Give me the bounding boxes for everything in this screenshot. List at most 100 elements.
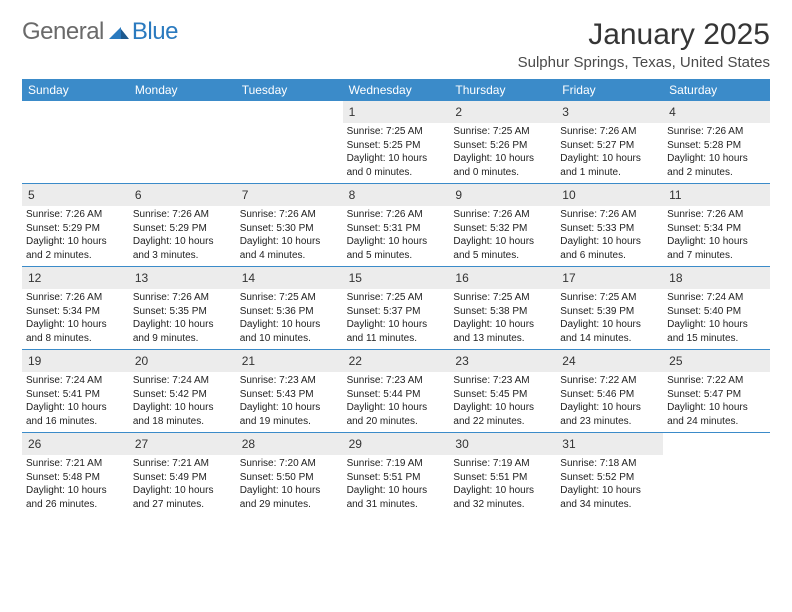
day-info: Sunrise: 7:26 AMSunset: 5:35 PMDaylight:…: [133, 291, 232, 345]
day-number: 2: [455, 105, 462, 119]
day-cell: 30Sunrise: 7:19 AMSunset: 5:51 PMDayligh…: [449, 433, 556, 515]
day-cell: 23Sunrise: 7:23 AMSunset: 5:45 PMDayligh…: [449, 350, 556, 432]
day-number: 4: [669, 105, 676, 119]
sunset-text: Sunset: 5:27 PM: [560, 139, 659, 153]
day-cell: 16 Sunrise: 7:25 AMSunset: 5:38 PMDayligh…: [449, 267, 556, 349]
day-info: Sunrise: 7:25 AMSunset: 5:37 PMDaylight:…: [347, 291, 446, 345]
daylight-text: Daylight: 10 hours and 1 minute.: [560, 152, 659, 179]
daylight-text: Daylight: 10 hours and 18 minutes.: [133, 401, 232, 428]
day-info: Sunrise: 7:21 AMSunset: 5:49 PMDaylight:…: [133, 457, 232, 511]
sunset-text: Sunset: 5:42 PM: [133, 388, 232, 402]
header: General Blue January 2025 Sulphur Spring…: [22, 18, 770, 71]
day-info: Sunrise: 7:19 AMSunset: 5:51 PMDaylight:…: [453, 457, 552, 511]
day-cell: 27Sunrise: 7:21 AMSunset: 5:49 PMDayligh…: [129, 433, 236, 515]
day-cell: 2Sunrise: 7:25 AMSunset: 5:26 PMDaylight…: [449, 101, 556, 183]
day-number-row: 3: [556, 101, 663, 123]
day-number: 9: [455, 188, 462, 202]
week-row: 5 Sunrise: 7:26 AMSunset: 5:29 PMDaylight…: [22, 184, 770, 267]
sunrise-text: Sunrise: 7:26 AM: [133, 291, 232, 305]
day-number-row: 4: [663, 101, 770, 123]
daylight-text: Daylight: 10 hours and 32 minutes.: [453, 484, 552, 511]
day-number: 14: [242, 271, 255, 285]
day-header-saturday: Saturday: [663, 79, 770, 101]
sunset-text: Sunset: 5:36 PM: [240, 305, 339, 319]
day-cell: 26Sunrise: 7:21 AMSunset: 5:48 PMDayligh…: [22, 433, 129, 515]
day-number-row: 7: [236, 184, 343, 206]
daylight-text: Daylight: 10 hours and 14 minutes.: [560, 318, 659, 345]
day-number-row: 17: [556, 267, 663, 289]
day-number: 15: [349, 271, 362, 285]
logo: General Blue: [22, 18, 178, 46]
sunrise-text: Sunrise: 7:25 AM: [347, 125, 446, 139]
day-number-row: 30: [449, 433, 556, 455]
daylight-text: Daylight: 10 hours and 2 minutes.: [667, 152, 766, 179]
sunset-text: Sunset: 5:45 PM: [453, 388, 552, 402]
calendar: Sunday Monday Tuesday Wednesday Thursday…: [22, 79, 770, 515]
day-number-row: 1: [343, 101, 450, 123]
sunset-text: Sunset: 5:47 PM: [667, 388, 766, 402]
daylight-text: Daylight: 10 hours and 5 minutes.: [453, 235, 552, 262]
day-info: Sunrise: 7:22 AMSunset: 5:46 PMDaylight:…: [560, 374, 659, 428]
logo-text-2: Blue: [132, 18, 178, 46]
day-cell: 21Sunrise: 7:23 AMSunset: 5:43 PMDayligh…: [236, 350, 343, 432]
day-number: 29: [349, 437, 362, 451]
day-cell: [22, 101, 129, 183]
sunset-text: Sunset: 5:31 PM: [347, 222, 446, 236]
day-cell: 19 Sunrise: 7:24 AMSunset: 5:41 PMDayligh…: [22, 350, 129, 432]
logo-triangle-icon: [108, 24, 130, 42]
day-number-row: 8: [343, 184, 450, 206]
week-row: 26Sunrise: 7:21 AMSunset: 5:48 PMDayligh…: [22, 433, 770, 515]
sunrise-text: Sunrise: 7:26 AM: [560, 125, 659, 139]
day-header-tuesday: Tuesday: [236, 79, 343, 101]
day-number: 7: [242, 188, 249, 202]
sunrise-text: Sunrise: 7:26 AM: [453, 208, 552, 222]
day-info: Sunrise: 7:26 AMSunset: 5:30 PMDaylight:…: [240, 208, 339, 262]
day-cell: 13Sunrise: 7:26 AMSunset: 5:35 PMDayligh…: [129, 267, 236, 349]
sunset-text: Sunset: 5:32 PM: [453, 222, 552, 236]
day-number: 25: [669, 354, 682, 368]
daylight-text: Daylight: 10 hours and 16 minutes.: [26, 401, 125, 428]
day-number: 5: [28, 188, 35, 202]
day-info: Sunrise: 7:24 AMSunset: 5:41 PMDaylight:…: [26, 374, 125, 428]
sunrise-text: Sunrise: 7:23 AM: [453, 374, 552, 388]
day-number: 24: [562, 354, 575, 368]
day-cell: 5Sunrise: 7:26 AMSunset: 5:29 PMDaylight…: [22, 184, 129, 266]
daylight-text: Daylight: 10 hours and 0 minutes.: [347, 152, 446, 179]
day-number: 19: [28, 354, 41, 368]
day-info: Sunrise: 7:23 AMSunset: 5:44 PMDaylight:…: [347, 374, 446, 428]
sunset-text: Sunset: 5:37 PM: [347, 305, 446, 319]
sunrise-text: Sunrise: 7:22 AM: [560, 374, 659, 388]
sunrise-text: Sunrise: 7:26 AM: [560, 208, 659, 222]
day-info: Sunrise: 7:26 AMSunset: 5:29 PMDaylight:…: [133, 208, 232, 262]
day-number-row: 15: [343, 267, 450, 289]
day-number-row: 12: [22, 267, 129, 289]
day-cell: [129, 101, 236, 183]
day-number-row: 11: [663, 184, 770, 206]
day-info: Sunrise: 7:25 AMSunset: 5:38 PMDaylight:…: [453, 291, 552, 345]
day-info: Sunrise: 7:23 AMSunset: 5:43 PMDaylight:…: [240, 374, 339, 428]
sunset-text: Sunset: 5:44 PM: [347, 388, 446, 402]
day-cell: 8Sunrise: 7:26 AMSunset: 5:31 PMDaylight…: [343, 184, 450, 266]
location: Sulphur Springs, Texas, United States: [518, 54, 770, 71]
week-row: 19 Sunrise: 7:24 AMSunset: 5:41 PMDayligh…: [22, 350, 770, 433]
sunrise-text: Sunrise: 7:26 AM: [133, 208, 232, 222]
sunrise-text: Sunrise: 7:26 AM: [26, 291, 125, 305]
day-cell: 28Sunrise: 7:20 AMSunset: 5:50 PMDayligh…: [236, 433, 343, 515]
day-info: Sunrise: 7:26 AMSunset: 5:28 PMDaylight:…: [667, 125, 766, 179]
day-cell: 20Sunrise: 7:24 AMSunset: 5:42 PMDayligh…: [129, 350, 236, 432]
day-info: Sunrise: 7:26 AMSunset: 5:34 PMDaylight:…: [667, 208, 766, 262]
day-header-thursday: Thursday: [449, 79, 556, 101]
day-number: 28: [242, 437, 255, 451]
sunrise-text: Sunrise: 7:26 AM: [667, 208, 766, 222]
sunrise-text: Sunrise: 7:23 AM: [240, 374, 339, 388]
day-number: 23: [455, 354, 468, 368]
sunrise-text: Sunrise: 7:19 AM: [347, 457, 446, 471]
day-number-row: 29: [343, 433, 450, 455]
day-number: 16: [455, 271, 468, 285]
sunset-text: Sunset: 5:51 PM: [347, 471, 446, 485]
sunrise-text: Sunrise: 7:19 AM: [453, 457, 552, 471]
sunrise-text: Sunrise: 7:18 AM: [560, 457, 659, 471]
day-cell: [663, 433, 770, 515]
day-number: 18: [669, 271, 682, 285]
day-number-row: 22: [343, 350, 450, 372]
